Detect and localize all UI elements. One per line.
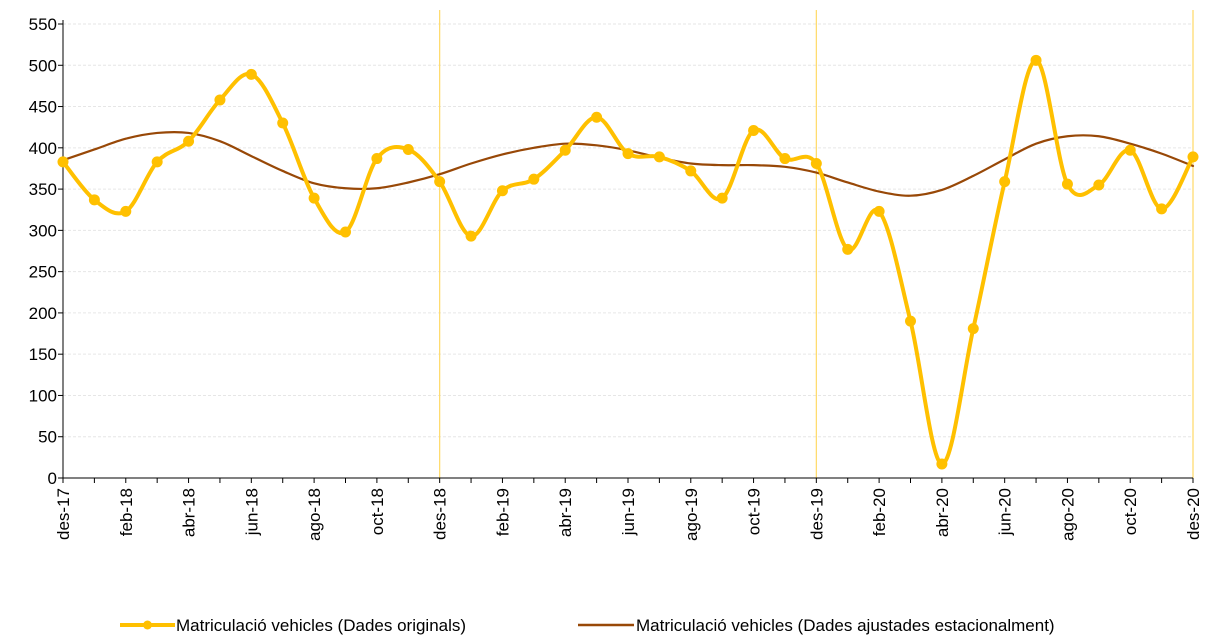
x-tick-label: feb-19 bbox=[493, 488, 512, 536]
y-tick-label: 550 bbox=[29, 15, 57, 34]
x-tick-label: abr-20 bbox=[933, 488, 952, 537]
data-point bbox=[465, 230, 477, 242]
data-point bbox=[308, 192, 320, 204]
data-point bbox=[685, 165, 697, 177]
data-point bbox=[1124, 144, 1136, 156]
legend: Matriculació vehicles (Dades originals) M… bbox=[120, 616, 1055, 635]
data-point bbox=[151, 156, 163, 168]
x-tick-label: feb-18 bbox=[117, 488, 136, 536]
data-point bbox=[591, 111, 603, 123]
data-point bbox=[936, 458, 948, 470]
x-tick-label: feb-20 bbox=[870, 488, 889, 536]
data-point bbox=[905, 315, 916, 327]
y-tick-label: 250 bbox=[29, 263, 57, 282]
year-separators bbox=[439, 10, 1194, 478]
x-tick-label: oct-18 bbox=[368, 488, 387, 535]
data-point bbox=[810, 158, 822, 170]
data-point bbox=[999, 176, 1011, 188]
data-point bbox=[434, 176, 446, 188]
data-point bbox=[653, 151, 665, 163]
y-tick-label: 450 bbox=[29, 98, 57, 117]
x-tick-label: ago-19 bbox=[682, 488, 701, 541]
x-tick-label: jun-18 bbox=[242, 488, 261, 536]
data-point bbox=[842, 243, 854, 255]
data-point bbox=[967, 323, 979, 335]
legend-marker bbox=[143, 620, 152, 630]
data-point bbox=[214, 94, 226, 106]
x-tick-label: jun-20 bbox=[996, 488, 1015, 536]
data-point bbox=[1187, 151, 1199, 163]
series-line-adjusted bbox=[61, 130, 1195, 197]
legend-label: Matriculació vehicles (Dades originals) bbox=[176, 616, 466, 635]
legend-label: Matriculació vehicles (Dades ajustades e… bbox=[636, 616, 1055, 635]
x-tick-label: des-20 bbox=[1184, 488, 1203, 540]
data-point bbox=[57, 156, 69, 168]
data-point bbox=[183, 135, 195, 147]
series-layer bbox=[57, 54, 1199, 470]
data-point bbox=[245, 68, 257, 80]
y-tick-label: 200 bbox=[29, 304, 57, 323]
data-point bbox=[779, 153, 791, 165]
x-tick-label: abr-18 bbox=[180, 488, 199, 537]
y-tick-label: 100 bbox=[29, 386, 57, 405]
data-point bbox=[528, 173, 540, 185]
data-point bbox=[559, 144, 571, 156]
data-point bbox=[748, 124, 760, 136]
y-tick-label: 500 bbox=[29, 56, 57, 75]
x-tick-label: des-17 bbox=[54, 488, 73, 540]
x-tick-label: des-18 bbox=[431, 488, 450, 540]
series-line-original bbox=[61, 58, 1195, 466]
data-point bbox=[1061, 178, 1073, 190]
y-tick-label: 0 bbox=[48, 469, 57, 488]
data-point bbox=[716, 192, 728, 204]
data-point bbox=[120, 205, 132, 217]
x-tick-label: des-19 bbox=[807, 488, 826, 540]
data-point bbox=[1156, 203, 1168, 215]
data-point bbox=[340, 226, 351, 238]
y-tick-label: 350 bbox=[29, 180, 57, 199]
data-point bbox=[402, 143, 414, 155]
data-point bbox=[622, 148, 634, 160]
data-point bbox=[371, 153, 383, 165]
data-point bbox=[277, 117, 289, 129]
data-point bbox=[1030, 54, 1042, 66]
data-point bbox=[88, 194, 100, 206]
y-tick-label: 400 bbox=[29, 139, 57, 158]
data-point bbox=[873, 205, 885, 217]
x-tick-label: ago-20 bbox=[1058, 488, 1077, 541]
x-tick-label: jun-19 bbox=[619, 488, 638, 536]
axes: 0 50 100 150 200 250 300 350 400 450 500 550 des-17 f… bbox=[29, 15, 1203, 541]
y-tick-label: 300 bbox=[29, 221, 57, 240]
y-tick-label: 150 bbox=[29, 345, 57, 364]
x-tick-label: ago-18 bbox=[305, 488, 324, 541]
x-tick-label: oct-19 bbox=[745, 488, 764, 535]
x-tick-label: oct-20 bbox=[1121, 488, 1140, 535]
data-point bbox=[1093, 179, 1105, 191]
data-point bbox=[496, 185, 508, 197]
x-tick-label: abr-19 bbox=[556, 488, 575, 537]
y-tick-label: 50 bbox=[38, 428, 57, 447]
